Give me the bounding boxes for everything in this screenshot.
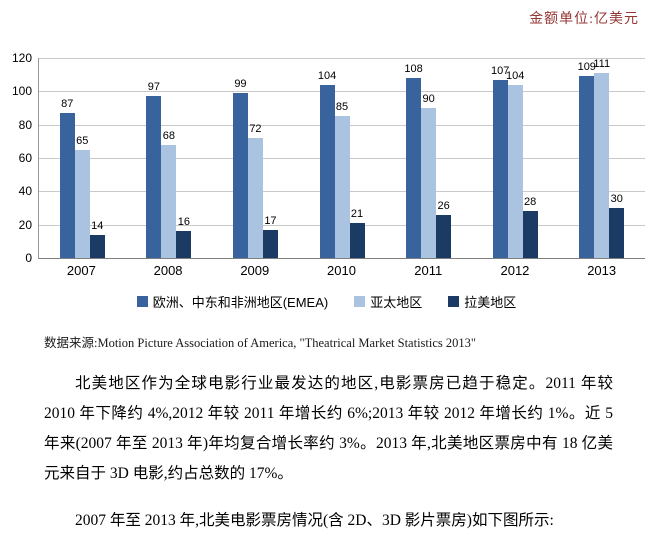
body-paragraph-1: 北美地区作为全球电影行业最发达的地区,电影票房已趋于稳定。2011 年较 201… — [44, 375, 613, 482]
bar-value-label: 72 — [249, 123, 262, 135]
bar-groups: 87 65 14 97 68 16 99 72 17 104 85 21 108 90 26 107 104 28… — [39, 58, 645, 258]
bar-value-label: 16 — [177, 216, 190, 229]
y-axis-label: 40 — [18, 184, 32, 199]
bar-value-label: 109 — [577, 61, 596, 74]
bar-value-label: 107 — [490, 64, 510, 77]
bar-value-label: 17 — [264, 214, 277, 227]
y-axis-label: 60 — [18, 151, 32, 165]
x-axis-label: 2008 — [153, 263, 183, 278]
bar-group: 97 68 16 — [126, 58, 213, 258]
bar: 108 — [404, 63, 423, 258]
gridline — [39, 91, 645, 93]
bar-value-label: 99 — [234, 78, 247, 90]
bar: 99 — [232, 78, 248, 258]
bar: 90 — [421, 93, 437, 258]
bar: 17 — [262, 215, 278, 258]
bar: 68 — [161, 130, 177, 258]
bar: 109 — [578, 61, 596, 258]
body-paragraph-2: 2007 年至 2013 年,北美电影票房情况(含 2D、3D 影片票房)如下图… — [75, 512, 554, 529]
x-axis-label: 2011 — [414, 263, 443, 278]
bar: 28 — [522, 196, 538, 258]
bar-value-label: 111 — [593, 58, 611, 70]
legend-label: 欧洲、中东和非洲地区(EMEA) — [152, 295, 329, 310]
bar: 21 — [349, 208, 365, 258]
bar-value-label: 97 — [147, 81, 160, 94]
bar-value-label: 108 — [404, 63, 423, 75]
legend-label: 拉美地区 — [464, 295, 517, 310]
bar-group: 107 104 28 — [472, 58, 559, 258]
legend-item: 拉美地区 — [448, 292, 516, 311]
x-axis-label: 2007 — [66, 263, 96, 278]
x-axis-label: 2009 — [240, 263, 270, 278]
legend-item: 欧洲、中东和非洲地区(EMEA) — [136, 292, 329, 311]
bar-group: 104 85 21 — [299, 58, 386, 258]
bar-value-label: 68 — [162, 129, 175, 142]
bar: 97 — [146, 81, 162, 258]
y-axis-label: 120 — [11, 51, 32, 65]
bar-group: 87 65 14 — [39, 58, 126, 258]
x-axis: 2007 2008 2009 2010 2011 2012 2013 — [38, 263, 645, 278]
bar: 104 — [506, 70, 524, 258]
legend-swatch — [136, 296, 148, 307]
bar: 16 — [176, 216, 192, 258]
bar: 14 — [89, 220, 105, 258]
bar-value-label: 28 — [524, 196, 537, 209]
legend-label: 亚太地区 — [370, 295, 423, 310]
bar-value-label: 104 — [505, 69, 525, 82]
x-axis-label: 2012 — [500, 263, 530, 278]
bar: 87 — [59, 98, 75, 258]
bar-value-label: 26 — [437, 199, 450, 212]
bar: 85 — [334, 101, 350, 258]
bar-value-label: 104 — [317, 69, 337, 82]
y-axis: 0 20 40 60 80 100 120 — [8, 51, 38, 265]
bar-value-label: 30 — [610, 193, 623, 205]
x-axis-label: 2013 — [587, 263, 617, 278]
legend-swatch — [448, 296, 460, 307]
legend-swatch — [354, 296, 366, 307]
bar-value-label: 85 — [335, 101, 349, 114]
bar-group: 108 90 26 — [385, 58, 472, 258]
chart-plot-row: 0 20 40 60 80 100 120 87 65 14 97 68 16 99 72 17 104 85 2… — [8, 51, 645, 265]
plot-area: 87 65 14 97 68 16 99 72 17 104 85 21 108 90 26 107 104 28… — [38, 58, 645, 259]
x-axis-label: 2010 — [327, 263, 356, 278]
bar: 107 — [491, 65, 509, 258]
bar: 65 — [74, 135, 90, 258]
gridline — [39, 58, 645, 59]
y-axis-label: 80 — [18, 117, 32, 132]
y-axis-label: 20 — [18, 217, 32, 232]
data-source-note: 数据来源:Motion Picture Association of Ameri… — [44, 336, 477, 350]
chart-legend: 欧洲、中东和非洲地区(EMEA) 亚太地区 拉美地区 — [8, 292, 645, 311]
bar-value-label: 14 — [91, 219, 104, 232]
bar: 111 — [593, 58, 610, 258]
bar: 104 — [318, 70, 336, 258]
bar-value-label: 90 — [422, 93, 435, 105]
bar-chart: 0 20 40 60 80 100 120 87 65 14 97 68 16 99 72 17 104 85 2… — [8, 51, 645, 311]
bar-value-label: 87 — [61, 98, 74, 110]
y-axis-label: 100 — [11, 84, 32, 99]
bar: 72 — [247, 123, 263, 258]
bar-value-label: 65 — [76, 134, 89, 147]
bar-group: 99 72 17 — [212, 58, 299, 258]
y-axis-label: 0 — [25, 251, 32, 265]
amount-unit-label: 金额单位:亿美元 — [529, 12, 639, 27]
legend-item: 亚太地区 — [354, 292, 422, 311]
bar: 30 — [609, 193, 625, 258]
bar-value-label: 21 — [350, 208, 364, 220]
bar-group: 109 111 30 — [558, 58, 645, 258]
bar: 26 — [436, 200, 452, 258]
